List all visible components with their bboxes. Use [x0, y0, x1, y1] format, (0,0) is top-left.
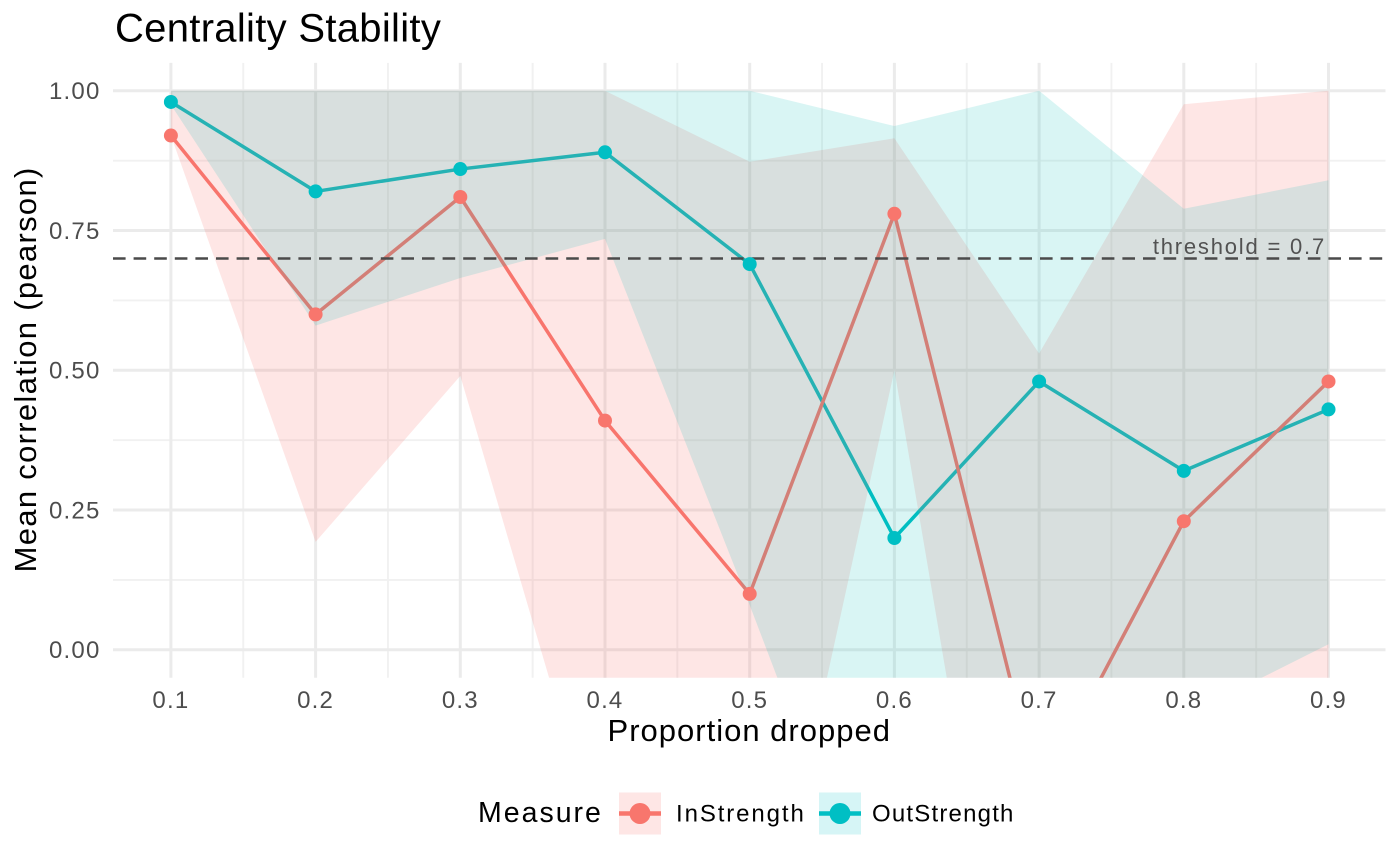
svg-text:0.8: 0.8 — [1165, 687, 1202, 714]
svg-text:0.5: 0.5 — [731, 687, 768, 714]
svg-text:OutStrength: OutStrength — [872, 801, 1015, 828]
svg-text:Proportion dropped: Proportion dropped — [608, 713, 891, 748]
svg-text:0.50: 0.50 — [49, 358, 101, 385]
svg-text:Measure: Measure — [478, 797, 603, 829]
svg-text:0.9: 0.9 — [1310, 687, 1347, 714]
svg-text:0.00: 0.00 — [49, 637, 101, 664]
svg-text:1.00: 1.00 — [49, 78, 101, 105]
svg-text:0.3: 0.3 — [442, 687, 479, 714]
svg-text:0.6: 0.6 — [876, 687, 913, 714]
svg-text:Mean correlation (pearson): Mean correlation (pearson) — [8, 166, 43, 572]
svg-text:InStrength: InStrength — [676, 801, 806, 828]
svg-text:0.1: 0.1 — [152, 687, 189, 714]
svg-text:0.2: 0.2 — [297, 687, 334, 714]
svg-text:0.25: 0.25 — [49, 497, 101, 524]
svg-text:0.4: 0.4 — [587, 687, 624, 714]
svg-text:0.75: 0.75 — [49, 218, 101, 245]
svg-text:threshold = 0.7: threshold = 0.7 — [1153, 234, 1326, 259]
svg-text:Centrality Stability: Centrality Stability — [115, 7, 441, 51]
svg-text:0.7: 0.7 — [1021, 687, 1058, 714]
